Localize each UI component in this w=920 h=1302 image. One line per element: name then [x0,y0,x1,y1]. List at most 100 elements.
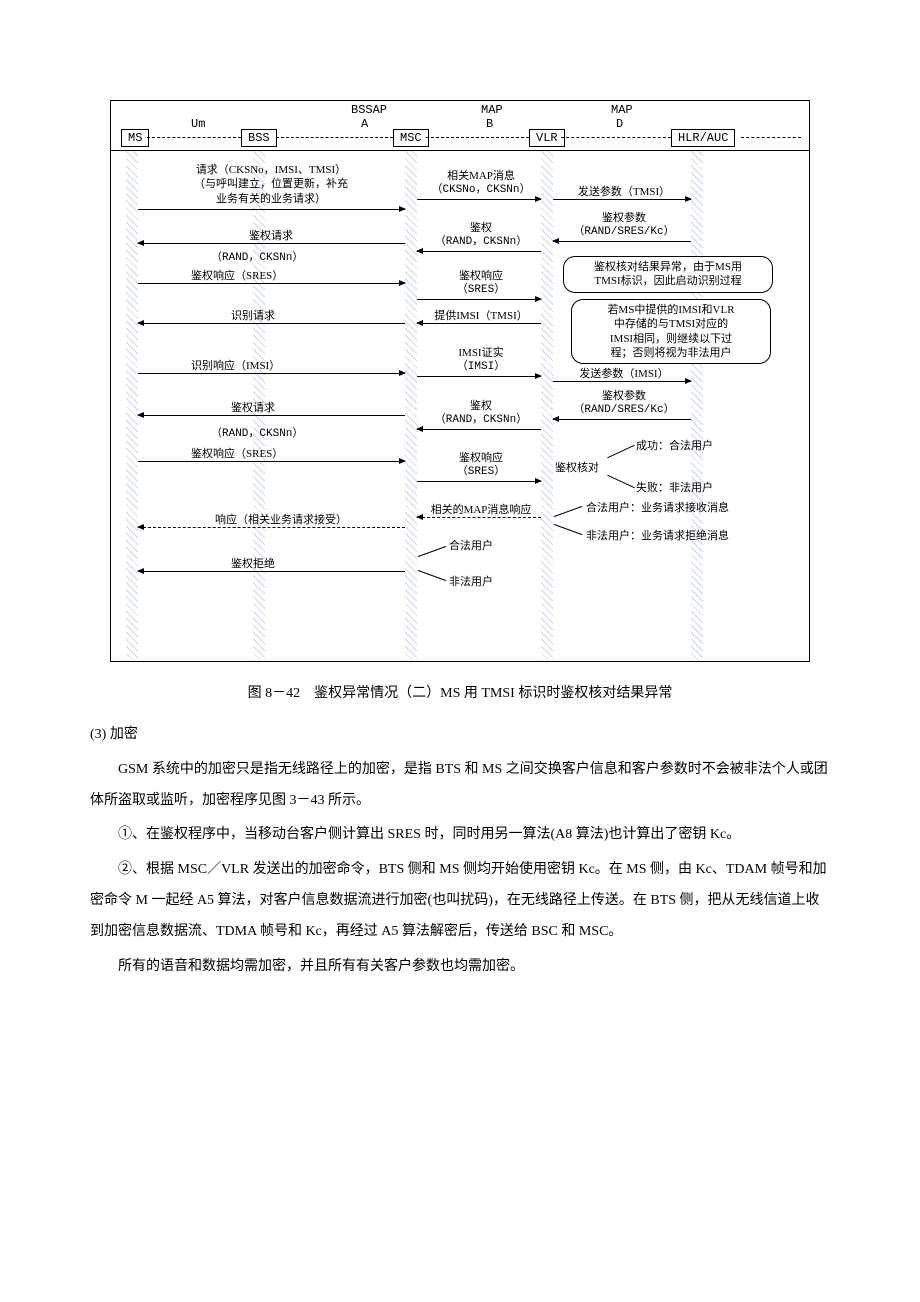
msg-legal-user: 合法用户 [449,539,493,553]
msg-ident-req: 识别请求 [231,309,275,323]
node-hlr: HLR/AUC [671,129,735,147]
arrow [138,283,405,284]
msg-auth-2: 鉴权 （RAND，CKSNn） [421,399,541,428]
note-line: 中存储的与TMSI对应的 [578,317,764,331]
msg-map: 相关MAP消息 （CKSNo，CKSNn） [421,169,541,198]
msg-auth: 鉴权 （RAND，CKSNn） [421,221,541,250]
header-dash [147,137,241,138]
msg-line: 鉴权响应 [421,451,541,465]
note-line: IMSI相同，则继续以下过 [578,332,764,346]
paragraph: GSM 系统中的加密只是指无线路径上的加密，是指 BTS 和 MS 之间交换客户… [90,755,830,817]
lifeline-ms [126,151,138,661]
msg-auth-check: 鉴权核对 [555,461,599,475]
branch-line [554,506,583,517]
note-bubble-1: 鉴权核对结果异常，由于MS用 TMSI标识，因此启动识别过程 [563,256,773,293]
msg-fail: 失败：非法用户 [636,481,713,495]
msg-line: 鉴权参数 [559,389,689,403]
note-bubble-2: 若MS中提供的IMSI和VLR 中存储的与TMSI对应的 IMSI相同，则继续以… [571,299,771,364]
msg-line: （CKSNo，CKSNn） [421,183,541,197]
lifeline-vlr [541,151,553,661]
arrow [417,429,541,430]
protocol-bssap: BSSAP [351,103,387,117]
msg-send-param-imsi: 发送参数（IMSI） [559,367,689,381]
note-line: TMSI标识，因此启动识别过程 [570,274,766,288]
arrow [138,415,405,416]
arrow [417,199,541,200]
header-dash [741,137,801,138]
msg-line: 鉴权 [421,221,541,235]
interface-um: Um [191,117,205,131]
node-ms: MS [121,129,149,147]
note-line: 程；否则将视为非法用户 [578,346,764,360]
msg-line: （RAND，CKSNn） [421,235,541,249]
branch-line [418,570,447,581]
msg-auth-req-2: 鉴权请求 [231,401,275,415]
msg-auth-param-2: 鉴权参数 （RAND/SRES/Kc） [559,389,689,418]
arrow [138,461,405,462]
msg-line: 鉴权响应 [421,269,541,283]
note-line: 鉴权核对结果异常，由于MS用 [570,260,766,274]
msg-request: 请求（CKSNo，IMSI、TMSI） （与呼叫建立，位置更新，补充 业务有关的… [151,163,391,206]
branch-line [418,546,447,557]
interface-a: A [361,117,368,131]
arrow [138,323,405,324]
msg-illegal-reject: 非法用户：业务请求拒绝消息 [586,529,729,543]
protocol-map-b: MAP [481,103,503,117]
note-line: 若MS中提供的IMSI和VLR [578,303,764,317]
sequence-diagram: BSSAP MAP MAP Um A B D MS BSS MSC VLR HL… [110,100,810,662]
msg-line: （RAND，CKSNn） [421,413,541,427]
msg-line: （与呼叫建立，位置更新，补充 [151,177,391,191]
arrow [138,373,405,374]
branch-line [607,475,635,489]
msg-imsi-verify: IMSI证实 （IMSI） [421,346,541,375]
msg-auth-req: 鉴权请求 [171,229,371,243]
branch-line [607,445,635,459]
arrow-dash [417,517,541,518]
arrow [417,251,541,252]
section-heading: (3) 加密 [90,720,830,751]
msg-auth-param: 鉴权参数 （RAND/SRES/Kc） [559,211,689,240]
arrow [553,419,691,420]
lifeline-hlr [691,151,703,661]
msg-line: 业务有关的业务请求） [151,192,391,206]
header-dash [426,137,529,138]
interface-b: B [486,117,493,131]
figure-caption: 图 8－42 鉴权异常情况（二）MS 用 TMSI 标识时鉴权核对结果异常 [20,682,900,702]
diagram-body: 请求（CKSNo，IMSI、TMSI） （与呼叫建立，位置更新，补充 业务有关的… [111,151,809,661]
arrow [417,299,541,300]
arrow [138,209,405,210]
msg-auth-resp-sres: 鉴权响应（SRES） [191,269,283,283]
msg-auth-reject: 鉴权拒绝 [231,557,275,571]
lifeline-msc [405,151,417,661]
msg-auth-resp: 鉴权响应 （SRES） [421,269,541,298]
msg-line: （RAND/SRES/Kc） [559,403,689,417]
arrow [553,241,691,242]
arrow [553,381,691,382]
header-dash [276,137,393,138]
interface-d: D [616,117,623,131]
arrow [417,481,541,482]
paragraph: 所有的语音和数据均需加密，并且所有有关客户参数也均需加密。 [90,952,830,983]
msg-auth-resp-vlr-2: 鉴权响应 （SRES） [421,451,541,480]
msg-line: 请求（CKSNo，IMSI、TMSI） [151,163,391,177]
msg-illegal-user: 非法用户 [449,575,493,589]
header-dash [561,137,671,138]
arrow [138,243,405,244]
msg-map-resp: 相关的MAP消息响应 [419,503,543,517]
msg-line: （SRES） [421,465,541,479]
arrow [417,323,541,324]
msg-line: 鉴权参数 [559,211,689,225]
msg-line: 相关MAP消息 [421,169,541,183]
paragraph: ②、根据 MSC／VLR 发送出的加密命令，BTS 侧和 MS 侧均开始使用密钥… [90,855,830,947]
node-msc: MSC [393,129,429,147]
branch-line [554,524,583,535]
msg-rand: （RAND，CKSNn） [211,251,303,265]
arrow [417,376,541,377]
node-vlr: VLR [529,129,565,147]
node-bss: BSS [241,129,277,147]
msg-line: （RAND/SRES/Kc） [559,225,689,239]
msg-line: （SRES） [421,283,541,297]
arrow [553,199,691,200]
msg-resp-accept: 响应（相关业务请求接受） [171,513,391,527]
msg-line: IMSI证实 [421,346,541,360]
